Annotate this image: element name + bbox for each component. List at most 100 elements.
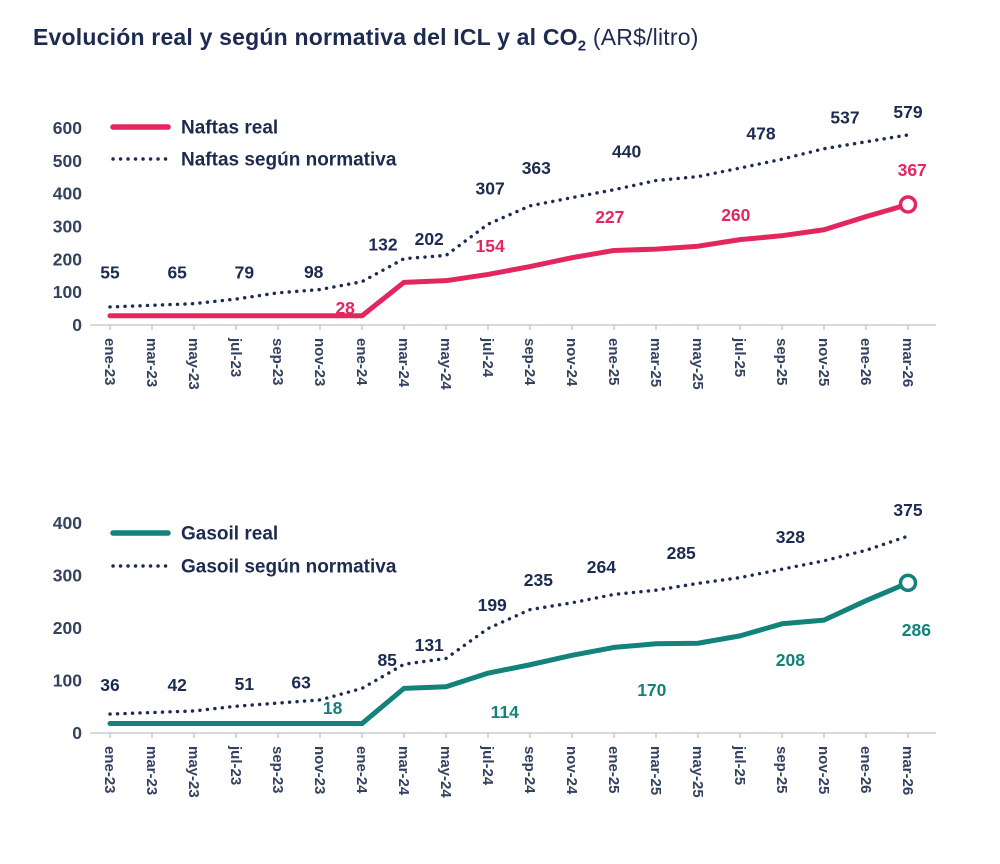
x-tick-label: mar-25: [647, 338, 664, 387]
data-label: 235: [524, 570, 553, 590]
naftas-real-line: [107, 202, 911, 319]
gasoil-chart: ene-23 mar-23 may-23 jul-23 sep-23 nov-23 ene-…: [53, 500, 936, 798]
x-tick-label: ene-25: [605, 338, 622, 386]
data-label: 328: [776, 527, 805, 547]
end-point-marker: [898, 573, 918, 593]
data-label: 28: [335, 298, 355, 318]
x-tick-label: nov-23: [311, 338, 328, 386]
data-label: 18: [323, 698, 343, 718]
data-label: 42: [167, 675, 187, 695]
x-tick-label: sep-25: [773, 338, 790, 386]
x-tick-label: sep-24: [521, 338, 538, 386]
data-label: 367: [898, 160, 927, 180]
legend-label: Gasoil según normativa: [181, 557, 397, 578]
data-label: 199: [478, 595, 507, 615]
x-tick-label: may-23: [185, 746, 202, 798]
x-tick-label: jul-24: [479, 337, 496, 378]
data-label: 478: [746, 123, 775, 143]
y-tick-label: 300: [53, 566, 82, 586]
y-tick-label: 0: [72, 315, 82, 335]
x-tick-label: nov-24: [563, 338, 580, 387]
gasoil-normativa-line: [108, 534, 910, 716]
title-main: Evolución real y según normativa del ICL…: [33, 24, 578, 50]
x-tick-label: may-25: [689, 746, 706, 798]
x-tick-label: ene-25: [605, 746, 622, 794]
data-label: 65: [167, 262, 187, 282]
data-label: 79: [235, 262, 255, 282]
data-label: 154: [475, 236, 504, 256]
x-tick-label: sep-24: [521, 746, 538, 794]
data-label: 440: [612, 141, 641, 161]
data-label: 114: [491, 702, 519, 722]
title-subscript: 2: [577, 37, 587, 55]
x-tick-label: nov-25: [815, 338, 832, 386]
legend-label: Naftas real: [181, 118, 278, 139]
data-label: 98: [304, 262, 324, 282]
y-tick-label: 200: [53, 249, 82, 269]
y-tick-label: 300: [53, 217, 82, 237]
x-tick-label: ene-24: [353, 746, 370, 794]
x-tick-label: ene-24: [353, 338, 370, 386]
data-label: 85: [377, 650, 397, 670]
x-tick-label: may-25: [689, 338, 706, 390]
x-tick-label: may-24: [437, 746, 454, 798]
data-label: 208: [776, 650, 805, 670]
y-tick-label: 100: [53, 282, 82, 302]
x-tick-label: nov-23: [311, 746, 328, 794]
naftas-chart: ene-23 mar-23 may-23 jul-23 sep-23 nov-23 ene-…: [53, 102, 936, 390]
data-label: 55: [100, 262, 120, 282]
x-tick-label: ene-23: [101, 338, 118, 386]
data-label: 260: [721, 205, 750, 225]
data-label: 375: [893, 500, 922, 520]
data-label: 63: [291, 673, 311, 693]
x-tick-label: sep-25: [773, 746, 790, 794]
x-tick-label: nov-24: [563, 746, 580, 795]
data-label: 286: [902, 620, 931, 640]
data-label: 227: [595, 207, 624, 227]
data-label: 51: [235, 674, 255, 694]
y-tick-label: 500: [53, 151, 82, 171]
page-title: Evolución real y según normativa del ICL…: [33, 24, 699, 56]
x-tick-label: jul-23: [227, 337, 244, 377]
y-tick-label: 200: [53, 618, 82, 638]
x-tick-label: may-23: [185, 338, 202, 390]
data-label: 264: [587, 557, 616, 577]
data-label: 285: [667, 543, 696, 563]
data-label: 307: [475, 179, 504, 199]
x-tick-label: mar-26: [899, 746, 916, 795]
x-tick-label: mar-23: [143, 746, 160, 795]
title-unit: (AR$/litro): [586, 24, 699, 50]
data-label: 537: [830, 107, 859, 127]
x-tick-label: ene-26: [857, 746, 874, 794]
data-label: 170: [637, 680, 666, 700]
y-tick-label: 100: [53, 671, 82, 691]
data-label: 363: [522, 158, 551, 178]
x-tick-label: sep-23: [269, 746, 286, 794]
x-tick-label: ene-23: [101, 746, 118, 794]
gasoil-real-line: [107, 580, 911, 727]
y-tick-label: 600: [53, 118, 82, 138]
y-tick-label: 400: [53, 184, 82, 204]
data-label: 131: [415, 635, 444, 655]
x-tick-label: sep-23: [269, 338, 286, 386]
y-tick-label: 400: [53, 513, 82, 533]
x-tick-label: ene-26: [857, 338, 874, 386]
x-tick-label: jul-25: [731, 337, 748, 377]
data-label: 36: [100, 675, 120, 695]
x-tick-label: jul-25: [731, 745, 748, 785]
x-tick-label: mar-23: [143, 338, 160, 387]
x-tick-label: mar-25: [647, 746, 664, 795]
x-tick-label: nov-25: [815, 746, 832, 794]
x-tick-label: mar-24: [395, 746, 412, 796]
end-point-marker: [898, 195, 918, 214]
x-tick-label: jul-23: [227, 745, 244, 785]
data-label: 132: [368, 235, 397, 255]
data-label: 579: [893, 102, 922, 122]
legend-label: Naftas según normativa: [181, 150, 397, 171]
x-tick-label: mar-26: [899, 338, 916, 387]
x-tick-label: jul-24: [479, 745, 496, 786]
data-label: 202: [415, 229, 444, 249]
x-tick-label: may-24: [437, 338, 454, 390]
